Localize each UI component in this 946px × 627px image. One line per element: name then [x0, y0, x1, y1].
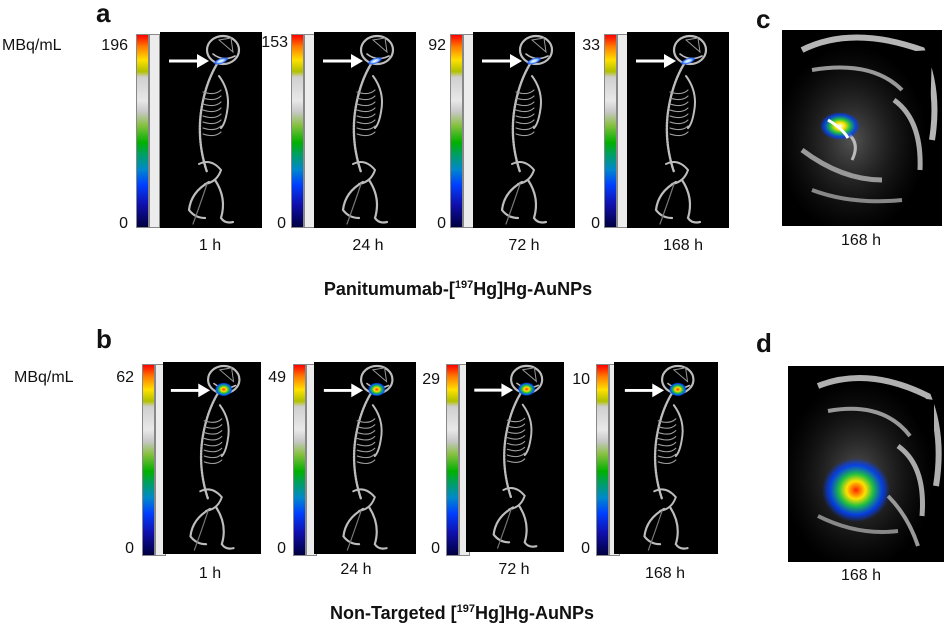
scale-max-b4: 10 — [572, 371, 590, 388]
caption-b: Non-Targeted [197Hg]Hg-AuNPs — [212, 603, 712, 623]
tumor-arrow-b4 — [624, 383, 665, 398]
ct-scan-b3 — [466, 362, 564, 552]
tumor-arrow-b2 — [323, 383, 364, 398]
time-label-b2: 24 h — [340, 561, 372, 578]
colorbar-a3 — [450, 34, 463, 228]
time-label-c: 168 h — [840, 232, 882, 249]
zoom-scan-d — [788, 366, 944, 562]
unit-label-b: MBq/mL — [14, 369, 74, 386]
ct-body-b2 — [323, 364, 394, 551]
tumor-arrow-a2 — [323, 54, 363, 68]
ct-body-a2 — [323, 34, 395, 225]
ct-body-a3 — [482, 34, 554, 225]
scale-max-b2: 49 — [268, 369, 286, 386]
tumor-arrow-a3 — [482, 54, 522, 68]
caption-b-post: Hg]Hg-AuNPs — [475, 603, 595, 623]
scale-min-b3: 0 — [431, 540, 440, 557]
unit-label-a: MBq/mL — [2, 37, 62, 54]
time-label-a2: 24 h — [352, 237, 384, 254]
scale-min-a1: 0 — [119, 215, 128, 232]
zoom-scan-c — [782, 30, 942, 226]
scale-min-b1: 0 — [125, 540, 134, 557]
tumor-arrow-a4 — [636, 54, 676, 68]
colorbar-b3 — [446, 364, 459, 556]
time-label-d: 168 h — [840, 567, 882, 584]
scale-max-a4: 33 — [582, 37, 600, 54]
ct-scan-a4 — [627, 32, 729, 228]
scale-min-a2: 0 — [277, 215, 286, 232]
ct-body-a4 — [636, 34, 708, 225]
ct-scan-a2 — [314, 32, 416, 228]
caption-a-post: Hg]Hg-AuNPs — [473, 279, 593, 299]
scale-min-b2: 0 — [277, 540, 286, 557]
time-label-a1: 1 h — [198, 237, 222, 254]
caption-a-sup: 197 — [454, 279, 474, 291]
scale-min-a3: 0 — [437, 215, 446, 232]
colorbar-grey-a1 — [149, 34, 160, 228]
ct-scan-b4 — [614, 362, 718, 554]
ct-scan-b1 — [163, 362, 261, 554]
tumor-arrow-a1 — [169, 54, 209, 68]
colorbar-b4 — [596, 364, 609, 556]
scale-min-b4: 0 — [581, 540, 590, 557]
panel-letter-a: a — [96, 0, 111, 28]
panel-letter-c: c — [756, 4, 771, 34]
colorbar-b1 — [142, 364, 155, 556]
scale-max-a1: 196 — [101, 37, 128, 54]
scale-min-a4: 0 — [591, 215, 600, 232]
time-label-b4: 168 h — [644, 565, 686, 582]
tumor-arrow-b1 — [170, 383, 211, 398]
caption-a: Panitumumab-[197Hg]Hg-AuNPs — [208, 279, 708, 299]
time-label-b1: 1 h — [198, 565, 222, 582]
ct-body-a1 — [169, 34, 241, 225]
colorbar-a2 — [291, 34, 304, 228]
time-label-b3: 72 h — [498, 561, 530, 578]
ct-scan-a1 — [160, 32, 262, 228]
colorbar-a4 — [604, 34, 617, 228]
ct-body-b3 — [474, 364, 544, 549]
caption-a-pre: Panitumumab-[ — [323, 279, 455, 299]
ct-scan-a3 — [473, 32, 575, 228]
colorbar-b2 — [293, 364, 306, 556]
scale-max-b3: 29 — [422, 371, 440, 388]
time-label-a4: 168 h — [662, 237, 704, 254]
tumor-arrow-b3 — [474, 383, 514, 397]
ct-body-b4 — [624, 364, 695, 551]
time-label-a3: 72 h — [508, 237, 540, 254]
colorbar-a1 — [136, 34, 149, 228]
caption-b-pre: Non-Targeted [ — [329, 603, 457, 623]
panel-letter-b: b — [96, 324, 112, 354]
ct-body-b1 — [170, 364, 241, 551]
scale-max-a3: 92 — [428, 37, 446, 54]
ct-scan-b2 — [314, 362, 416, 554]
caption-b-sup: 197 — [456, 603, 476, 615]
scale-max-a2: 153 — [261, 34, 288, 51]
scale-max-b1: 62 — [116, 369, 134, 386]
panel-letter-d: d — [756, 328, 772, 358]
